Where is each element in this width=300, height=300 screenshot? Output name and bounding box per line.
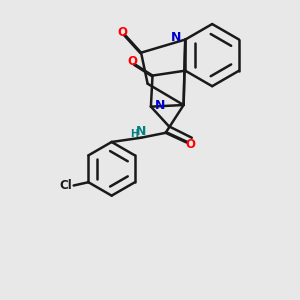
Text: H: H	[130, 129, 139, 139]
Text: O: O	[117, 26, 127, 39]
Text: O: O	[185, 138, 195, 151]
Text: O: O	[128, 55, 138, 68]
Text: N: N	[171, 32, 181, 44]
Text: N: N	[155, 98, 165, 112]
Text: N: N	[136, 125, 146, 138]
Text: Cl: Cl	[59, 179, 72, 192]
